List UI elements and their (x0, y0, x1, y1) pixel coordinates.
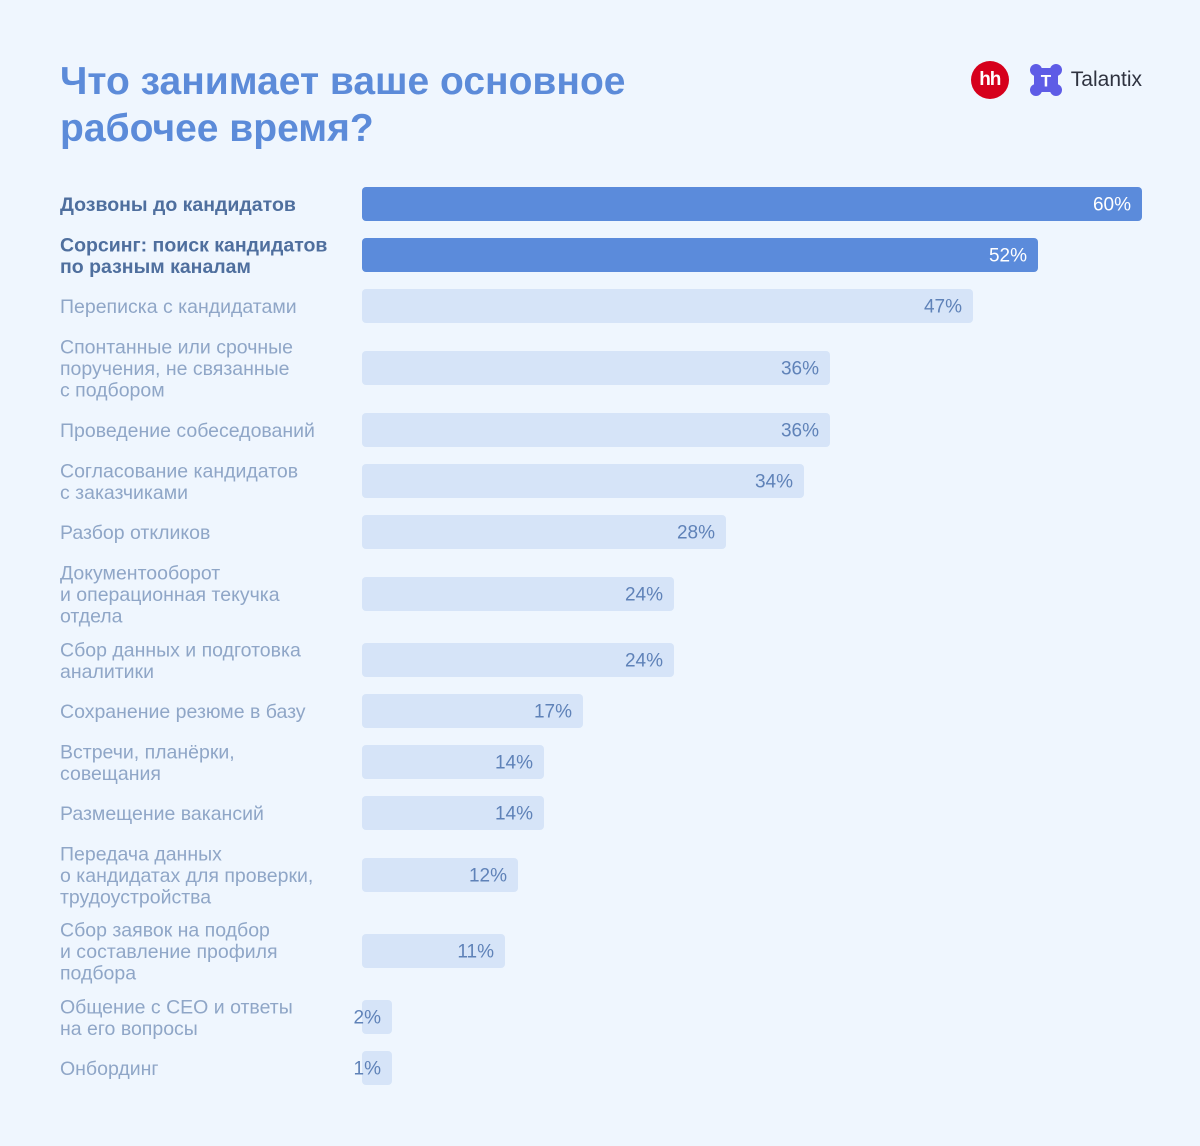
bar-value-label: 36% (781, 359, 819, 380)
bar-value-label: 12% (469, 866, 507, 887)
category-label: Передача данных о кандидатах для проверки… (60, 844, 313, 909)
category-label: Проведение собеседований (60, 420, 315, 442)
category-label-line: на его вопросы (60, 1018, 198, 1040)
category-label: Согласование кандидатов с заказчиками (60, 460, 298, 504)
bar-value-label: 36% (781, 421, 819, 442)
category-label: Встречи, планёрки, совещания (60, 741, 235, 785)
bar (362, 577, 674, 611)
category-label-line: Сбор заявок на подбор (60, 920, 270, 942)
bar (362, 1051, 392, 1085)
category-label-line: Спонтанные или срочные (60, 337, 293, 359)
category-label-line: Передача данных (60, 844, 222, 866)
bar (362, 187, 1142, 221)
category-label-line: и операционная текучка (60, 584, 280, 606)
category-label: Документооборот и операционная текучка отд… (60, 563, 280, 628)
bar (362, 238, 1038, 272)
category-label: Сбор данных и подготовка аналитики (60, 639, 301, 683)
bar-value-label: 60% (1093, 195, 1131, 216)
category-label: Спонтанные или срочные поручения, не связ… (60, 337, 293, 402)
category-label-line: Сорсинг: поиск кандидатов (60, 234, 327, 256)
bar (362, 934, 505, 968)
category-label-line: с подбором (60, 380, 165, 402)
category-label: Сорсинг: поиск кандидатов по разным канал… (60, 234, 327, 278)
category-label: Дозвоны до кандидатов (60, 194, 296, 216)
bar-value-label: 11% (457, 942, 494, 963)
category-label-line: Размещение вакансий (60, 803, 264, 825)
category-label-line: о кандидатах для проверки, (60, 865, 313, 887)
category-label-line: Разбор откликов (60, 522, 210, 544)
category-label-line: Сохранение резюме в базу (60, 701, 306, 723)
category-label-line: Общение с CEO и ответы (60, 996, 293, 1018)
category-label-line: Встречи, планёрки, (60, 741, 235, 763)
bar-value-label: 17% (534, 702, 572, 723)
bar-value-label: 52% (989, 246, 1027, 267)
category-label-line: трудоустройства (60, 887, 211, 909)
bar (362, 858, 518, 892)
category-label: Сбор заявок на подбор и составление профи… (60, 920, 278, 985)
bar (362, 515, 726, 549)
category-label: Сохранение резюме в базу (60, 701, 306, 723)
bar-value-label: 14% (495, 804, 533, 825)
bar-value-label: 34% (755, 472, 793, 493)
bar-value-label: 24% (625, 651, 663, 672)
bar (362, 1000, 392, 1034)
category-label-line: Переписка с кандидатами (60, 296, 297, 318)
category-label-line: Дозвоны до кандидатов (60, 194, 296, 216)
category-label-line: Сбор данных и подготовка (60, 639, 301, 661)
bar-value-label: 47% (924, 297, 962, 318)
hh-logo: hh (970, 61, 1009, 99)
category-label-line: поручения, не связанные (60, 358, 290, 380)
category-label-line: Согласование кандидатов (60, 460, 298, 482)
category-label-line: совещания (60, 763, 161, 785)
bar (362, 796, 544, 830)
bar-value-label: 28% (677, 523, 715, 544)
category-label: Общение с CEO и ответы на его вопросы (60, 996, 293, 1040)
category-label-line: по разным каналам (60, 256, 251, 278)
category-label-line: Онбординг (60, 1058, 159, 1080)
page-title: Что занимает ваше основное рабочее время… (60, 60, 626, 150)
talantix-icon-letter: T (1041, 72, 1052, 91)
bar (362, 464, 804, 498)
category-label-line: Проведение собеседований (60, 420, 315, 442)
bar (362, 351, 830, 385)
bar (362, 694, 583, 728)
bar-value-label: 14% (495, 753, 533, 774)
category-label-line: подбора (60, 963, 136, 985)
category-label: Онбординг (60, 1058, 159, 1080)
talantix-icon: T (1029, 64, 1062, 96)
category-label: Разбор откликов (60, 522, 210, 544)
logos: hh T Talantix (970, 60, 1142, 100)
bar-value-label: 1% (354, 1059, 382, 1080)
bar-value-label: 24% (625, 585, 663, 606)
bar (362, 413, 830, 447)
category-label: Размещение вакансий (60, 803, 264, 825)
bar (362, 745, 544, 779)
category-label-line: Документооборот (60, 563, 220, 585)
category-label-line: аналитики (60, 661, 154, 683)
bar (362, 643, 674, 677)
bar-value-label: 2% (354, 1008, 382, 1029)
category-label-line: отдела (60, 606, 123, 628)
talantix-logo-text: Talantix (1070, 68, 1142, 91)
bar (362, 289, 973, 323)
category-label-line: и составление профиля (60, 941, 278, 963)
category-label-line: с заказчиками (60, 482, 188, 504)
category-label: Переписка с кандидатами (60, 296, 297, 318)
